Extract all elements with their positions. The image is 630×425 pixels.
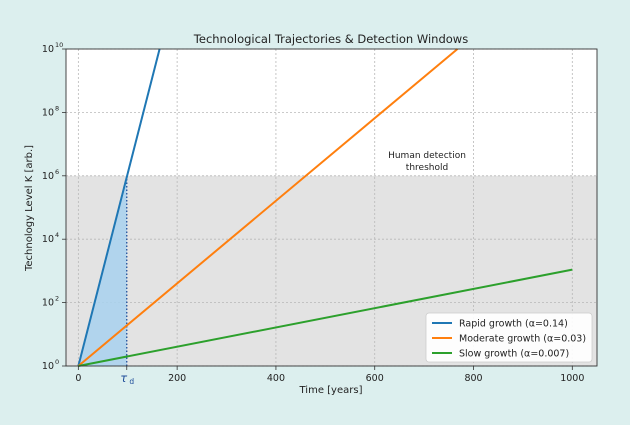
x-tick-label: 800	[464, 373, 482, 384]
legend-box	[425, 312, 593, 363]
tau-d-subscript: d	[129, 377, 134, 386]
y-tick-label: 10	[42, 234, 54, 245]
y-tick-exponent: 2	[55, 295, 59, 303]
chart-title: Technological Trajectories & Detection W…	[193, 32, 468, 46]
y-tick-label: 10	[42, 361, 54, 372]
series-line	[78, 268, 573, 367]
y-tick-exponent: 6	[55, 168, 59, 176]
y-tick-exponent: 10	[55, 41, 63, 49]
y-tick-label: 10	[42, 107, 54, 118]
tau-d-label: τ	[120, 371, 127, 385]
y-tick-exponent: 8	[55, 104, 59, 112]
y-tick-label: 10	[42, 171, 54, 182]
legend-entry: Moderate growth (α=0.03)	[459, 334, 586, 345]
y-tick-exponent: 4	[55, 231, 59, 239]
x-tick-label: 200	[168, 373, 186, 384]
x-tick-label: 600	[366, 373, 384, 384]
threshold-label-line1: Human detection	[388, 151, 466, 161]
legend-entry: Rapid growth (α=0.14)	[459, 319, 568, 330]
x-tick-label: 0	[75, 373, 81, 384]
axes-frame	[65, 48, 598, 367]
series-line	[77, 48, 161, 367]
series-line	[77, 48, 459, 367]
y-tick-label: 10	[42, 44, 54, 55]
y-axis-label: Technology Level K [arb.]	[24, 145, 35, 272]
threshold-label-line2: threshold	[406, 163, 448, 173]
legend-entry: Slow growth (α=0.007)	[459, 349, 569, 360]
x-tick-label: 400	[267, 373, 285, 384]
y-tick-label: 10	[42, 298, 54, 309]
x-tick-label: 1000	[560, 373, 584, 384]
x-axis-label: Time [years]	[299, 385, 363, 396]
y-tick-exponent: 0	[55, 358, 59, 366]
